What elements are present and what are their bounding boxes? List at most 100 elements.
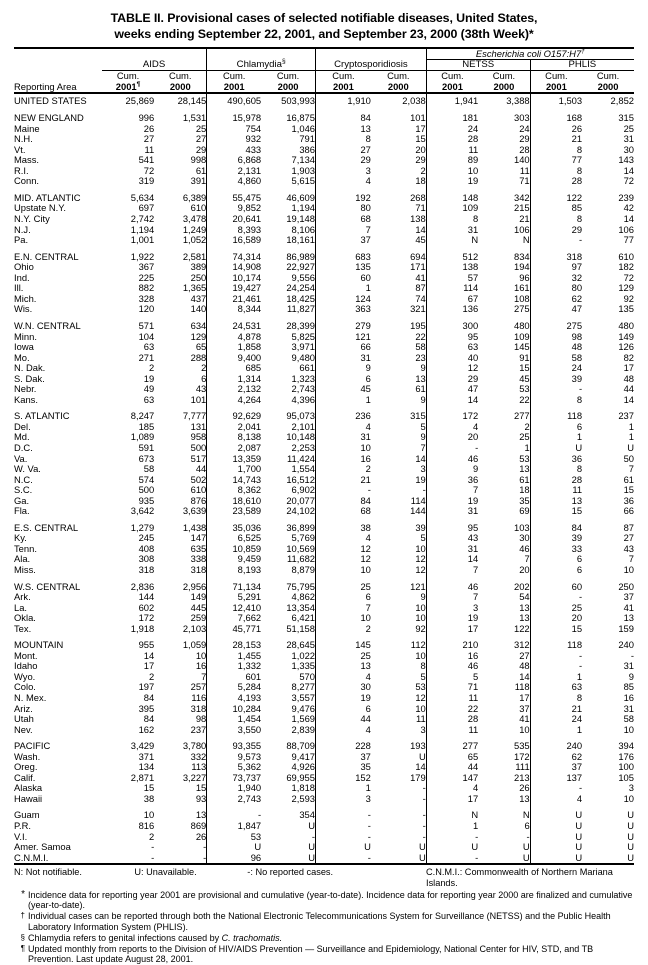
data-cell: 1,858 (206, 342, 262, 353)
data-cell: 14 (623, 393, 634, 405)
data-cell: 9 (420, 591, 426, 603)
data-cell: 437 (190, 292, 207, 304)
data-cell: 7,662 (206, 613, 262, 624)
header-group-chlamydia-label: Chlamydia (236, 59, 282, 71)
spacer-cell (206, 734, 262, 741)
data-cell: 303 (514, 112, 530, 124)
data-cell: 318 (529, 251, 583, 262)
data-cell: 13,354 (286, 601, 315, 613)
data-cell: 12 (425, 363, 479, 374)
data-cell: - (314, 485, 371, 496)
data-cell: - (425, 852, 479, 865)
data-cell: 39 (415, 521, 426, 533)
data-cell: U (425, 842, 479, 853)
data-cell: 36 (623, 494, 634, 506)
data-cell: 1,249 (182, 223, 207, 235)
data-cell: 342 (514, 191, 530, 203)
data-cell: 29 (415, 154, 426, 166)
data-cell: - (314, 810, 371, 821)
reporting-area-cell: Nev. (14, 723, 33, 735)
data-cell: 36 (529, 453, 583, 464)
data-cell: 4 (314, 672, 371, 683)
data-cell: 5 (420, 532, 426, 544)
table-row: Wash. 371 332 9,573 9,417 37 U 65 172 62 176 (14, 751, 634, 762)
data-cell: 44 (314, 714, 371, 725)
reporting-area-cell: Nebr. (14, 383, 37, 395)
data-cell: 46,609 (286, 191, 315, 203)
reporting-area-cell: Wis. (14, 303, 33, 315)
data-cell: 288 (190, 351, 207, 363)
data-cell: 29 (425, 373, 479, 384)
spacer-cell (206, 314, 262, 321)
header-netss-cum-2001-cum: Cum. (441, 70, 464, 82)
spacer-cell (314, 516, 371, 523)
data-cell: 116 (191, 692, 207, 703)
spacer-cell (314, 106, 371, 113)
data-cell: U (627, 841, 634, 853)
data-cell: 84 (143, 713, 155, 725)
reporting-area-cell: UNITED STATES (14, 94, 87, 106)
reporting-area-cell: Idaho (14, 660, 38, 672)
data-cell: 28 (425, 714, 479, 725)
data-cell: 101 (410, 112, 426, 124)
table-row: Va. 673 517 13,359 11,424 16 14 46 53 36 50 (14, 453, 634, 464)
data-cell: 13 (519, 612, 530, 624)
data-cell: 1 (425, 821, 479, 832)
data-cell: 6,389 (182, 191, 207, 203)
table-row: Mass. 541 998 6,868 7,134 29 29 89 140 77 143 (14, 155, 634, 166)
data-cell: 114 (410, 494, 426, 506)
data-cell: 6,421 (291, 612, 315, 624)
data-cell: 17 (415, 122, 426, 134)
data-cell: 5 (425, 672, 479, 683)
data-cell: 3,557 (291, 692, 315, 703)
data-cell: 10 (425, 165, 479, 177)
data-cell: 635 (190, 542, 207, 554)
data-cell: 26 (519, 782, 530, 794)
table-row: N.H. 27 27 932 791 8 15 28 29 21 31 (14, 134, 634, 145)
data-cell: 5,634 (130, 191, 155, 203)
data-cell: 194 (514, 261, 530, 273)
table-body: UNITED STATES 25,869 28,145 490,605 503,993 1… (14, 93, 634, 865)
data-cell: 2 (524, 420, 530, 432)
data-cell: 111 (515, 761, 530, 773)
data-cell: 185 (138, 420, 155, 432)
data-cell: 21 (529, 703, 583, 714)
data-cell: 24 (529, 363, 583, 374)
table-row: W.S. CENTRAL 2,836 2,956 71,134 75,795 25 121 4… (14, 581, 634, 592)
table-row: Iowa 63 65 1,858 3,971 66 58 63 145 48 126 (14, 342, 634, 353)
header-phlis-cum-2001-year: 2001 (545, 80, 567, 92)
header-chlamydia-cum-2001: Cum. 2001 (206, 71, 262, 95)
data-cell: 46 (425, 453, 479, 464)
data-cell: 6 (314, 703, 371, 714)
spacer-cell (425, 575, 479, 582)
data-cell: - (529, 384, 583, 395)
header-group-cryptosporidiosis: Cryptosporidiosis (315, 60, 427, 72)
data-cell: 354 (299, 809, 315, 821)
data-cell: 7 (314, 602, 371, 613)
table-row: MID. ATLANTIC 5,634 6,389 55,475 46,609 192 26… (14, 193, 634, 204)
reporting-area-cell: S. ATLANTIC (14, 410, 70, 422)
data-cell: 13 (415, 372, 426, 384)
data-cell: 95,073 (286, 410, 315, 422)
data-cell: 8,393 (206, 224, 262, 235)
data-cell: 172 (514, 750, 530, 762)
data-cell: 20 (519, 563, 530, 575)
table-row: Idaho 17 16 1,332 1,335 13 8 46 48- 31 (14, 661, 634, 672)
reporting-area-cell: Mass. (14, 154, 40, 166)
reporting-area-cell: PACIFIC (14, 740, 51, 752)
data-cell: 24,531 (206, 321, 262, 332)
data-cell: 1,700 (206, 464, 262, 475)
data-cell: 92,629 (206, 411, 262, 422)
data-cell: N (425, 235, 479, 246)
data-cell: - (311, 830, 315, 842)
data-cell: 63 (143, 341, 155, 353)
header-group-chlamydia-footnote-mark: § (281, 58, 286, 66)
data-cell: 1,847 (206, 821, 262, 832)
data-cell: 1,438 (182, 521, 207, 533)
data-cell: 33 (529, 544, 583, 555)
data-cell: 120 (138, 303, 155, 315)
data-cell: 24 (529, 714, 583, 725)
data-cell: 7 (425, 485, 479, 496)
data-cell: 24 (519, 122, 530, 134)
reporting-area-cell: Hawaii (14, 792, 43, 804)
